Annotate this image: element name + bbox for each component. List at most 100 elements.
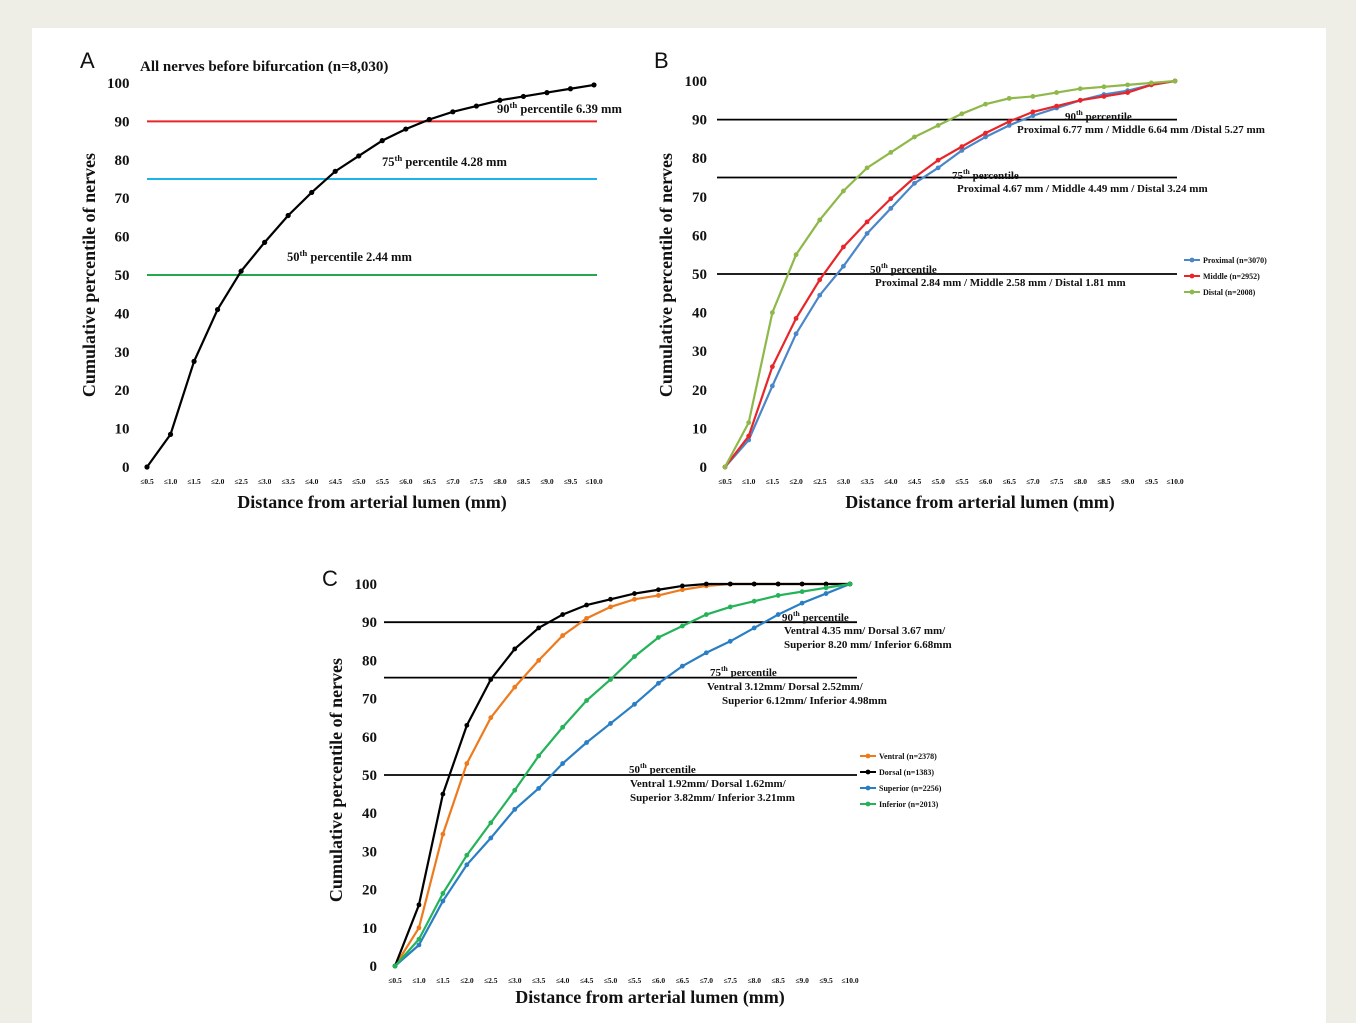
y-axis-label: Cumulative percentile of nerves bbox=[79, 153, 99, 397]
x-tick-label: ≤8.0 bbox=[1074, 477, 1088, 486]
figure: A All nerves before bifurcation (n=8,030)… bbox=[32, 28, 1326, 1023]
x-tick-label: ≤7.5 bbox=[724, 976, 738, 985]
data-point bbox=[560, 761, 566, 766]
data-point bbox=[512, 787, 518, 793]
data-point bbox=[656, 680, 661, 686]
x-tick-label: ≤1.0 bbox=[412, 976, 426, 985]
y-tick-label: 40 bbox=[692, 306, 707, 322]
percentile-sup: th bbox=[510, 100, 518, 110]
data-point bbox=[799, 600, 805, 606]
data-point bbox=[1054, 90, 1059, 95]
data-point bbox=[959, 144, 965, 150]
data-point bbox=[679, 623, 685, 629]
legend-marker bbox=[1189, 289, 1195, 295]
data-point bbox=[1006, 119, 1012, 124]
data-point bbox=[983, 130, 988, 136]
series-line bbox=[724, 79, 1176, 468]
percentile-number: 50 bbox=[870, 264, 882, 276]
y-tick-label: 80 bbox=[362, 653, 377, 669]
data-point bbox=[799, 581, 805, 587]
data-point bbox=[464, 852, 470, 858]
data-point bbox=[888, 150, 894, 155]
y-tick-label: 90 bbox=[115, 114, 130, 130]
x-tick-label: ≤5.0 bbox=[352, 477, 366, 486]
data-point bbox=[823, 585, 829, 591]
data-point bbox=[935, 157, 941, 163]
data-point bbox=[888, 205, 894, 211]
percentile-text: percentile bbox=[800, 612, 849, 624]
data-point bbox=[584, 602, 589, 608]
y-tick-label: 10 bbox=[115, 422, 130, 438]
legend-marker bbox=[865, 801, 871, 807]
data-point bbox=[497, 97, 503, 103]
y-tick-label: 40 bbox=[115, 306, 130, 322]
data-point bbox=[1125, 82, 1131, 88]
data-point bbox=[703, 612, 709, 617]
y-tick-label: 10 bbox=[692, 421, 707, 437]
data-point bbox=[416, 925, 422, 931]
x-tick-label: ≤6.5 bbox=[676, 976, 690, 985]
legend-entry: Ventral (n=2378) bbox=[879, 752, 937, 761]
x-tick-label: ≤8.0 bbox=[747, 976, 761, 985]
data-point bbox=[1101, 94, 1107, 99]
y-tick-label: 0 bbox=[700, 460, 708, 476]
x-tick-label: ≤4.5 bbox=[908, 477, 922, 486]
legend-entry: Distal (n=2008) bbox=[1203, 288, 1256, 297]
data-point bbox=[793, 252, 799, 258]
x-tick-label: ≤3.0 bbox=[258, 477, 272, 486]
data-point bbox=[512, 806, 518, 812]
x-tick-label: ≤0.5 bbox=[388, 976, 402, 985]
data-point bbox=[912, 180, 917, 186]
data-point bbox=[262, 239, 268, 245]
percentile-detail: Ventral 4.35 mm/ Dorsal 3.67 mm/ bbox=[784, 625, 946, 637]
panel-letter: B bbox=[654, 48, 669, 73]
data-point bbox=[332, 168, 338, 174]
x-tick-label: ≤9.0 bbox=[795, 976, 809, 985]
x-tick-label: ≤1.0 bbox=[742, 477, 756, 486]
data-point bbox=[473, 103, 479, 109]
data-point bbox=[727, 638, 733, 644]
data-point bbox=[450, 109, 456, 115]
y-tick-label: 30 bbox=[362, 844, 377, 860]
percentile-sup: th bbox=[881, 261, 889, 270]
y-tick-label: 60 bbox=[692, 228, 707, 244]
y-tick-label: 20 bbox=[362, 883, 377, 899]
y-tick-label: 50 bbox=[362, 768, 377, 784]
data-point bbox=[379, 138, 385, 144]
x-tick-label: ≤8.5 bbox=[771, 976, 785, 985]
data-point bbox=[560, 633, 566, 638]
x-tick-label: ≤8.5 bbox=[517, 477, 531, 486]
x-tick-label: ≤5.0 bbox=[931, 477, 945, 486]
data-point bbox=[1030, 94, 1036, 99]
data-point bbox=[841, 244, 846, 250]
x-tick-label: ≤8.5 bbox=[1097, 477, 1111, 486]
x-tick-label: ≤9.0 bbox=[1121, 477, 1135, 486]
data-point bbox=[608, 604, 613, 610]
y-tick-label: 60 bbox=[115, 230, 130, 246]
data-point bbox=[751, 581, 757, 587]
percentile-annotation: 90th percentile 6.39 mm bbox=[497, 100, 622, 116]
x-tick-label: ≤7.0 bbox=[446, 477, 460, 486]
percentile-annotation: 75th percentile 4.28 mm bbox=[382, 153, 507, 169]
x-tick-label: ≤0.5 bbox=[140, 477, 154, 486]
data-point bbox=[656, 587, 661, 593]
y-axis-label: Cumulative percentile of nerves bbox=[326, 658, 346, 902]
percentile-number: 75 bbox=[382, 155, 395, 169]
series-line bbox=[394, 582, 851, 967]
data-point bbox=[416, 942, 422, 948]
y-tick-label: 20 bbox=[692, 383, 707, 399]
percentile-text: percentile bbox=[888, 264, 937, 276]
x-tick-label: ≤1.0 bbox=[164, 477, 178, 486]
y-tick-label: 100 bbox=[685, 74, 708, 90]
percentile-sup: th bbox=[793, 609, 801, 618]
percentile-number: 90 bbox=[497, 102, 510, 116]
x-tick-label: ≤9.0 bbox=[540, 477, 554, 486]
data-point bbox=[1125, 90, 1131, 95]
data-point bbox=[488, 820, 494, 826]
data-point bbox=[426, 116, 432, 123]
data-point bbox=[567, 86, 574, 92]
percentile-text: percentile bbox=[1083, 111, 1132, 123]
percentile-annotation: 50th percentile bbox=[870, 261, 937, 276]
series-line bbox=[393, 582, 850, 967]
data-point bbox=[488, 835, 494, 841]
